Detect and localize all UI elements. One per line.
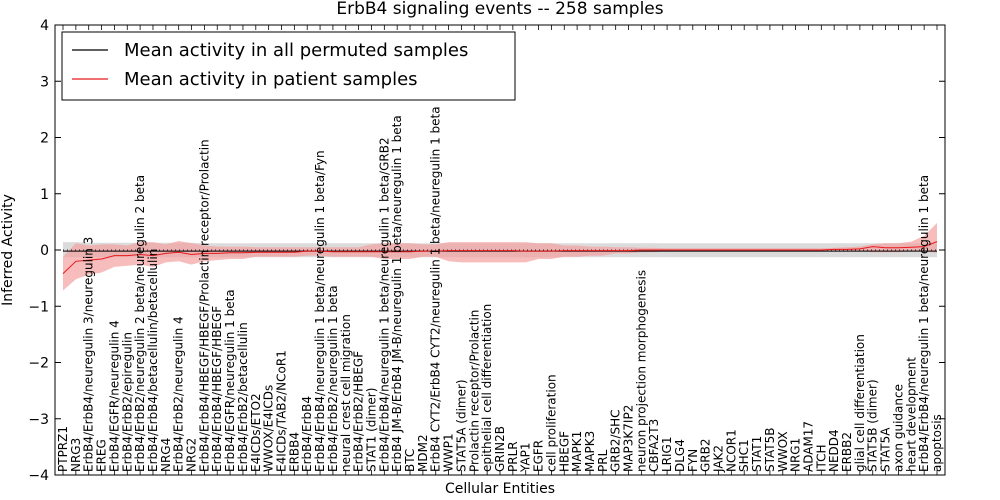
x-tick-label: glial cell differentiation — [853, 334, 867, 472]
x-tick-label: WWOX/E4ICDs — [262, 385, 276, 472]
y-tick-label: 2 — [40, 131, 49, 147]
x-tick-label: epithelial cell differentiation — [480, 304, 494, 472]
x-tick-label: CBFA2T3 — [647, 419, 661, 472]
x-tick-label: YAP1 — [519, 443, 533, 473]
x-tick-label: ErbB4/ErbB2/neuregulin 1 beta — [326, 285, 340, 472]
x-tick-label: NRG4 — [159, 438, 173, 472]
x-tick-label: ErbB4/ErbB4/HBEGF/HBEGF/Prolactin recept… — [197, 139, 211, 472]
x-tick-label: PRL — [596, 449, 610, 472]
x-tick-label: neural crest cell migration — [339, 314, 353, 472]
x-tick-label: STAT1 — [750, 436, 764, 472]
y-tick-label: −4 — [28, 468, 49, 484]
x-tick-label: ErbB4/ErbB4/betacellulin/betacellulin — [146, 249, 160, 472]
x-tick-label: ErbB4/ErbB4/neuregulin 1 beta/neuregulin… — [313, 150, 327, 472]
x-tick-label: ErbB4/ErbB4/neuregulin 1 beta/neuregulin… — [917, 175, 931, 472]
x-tick-label: PRLR — [506, 441, 520, 472]
x-tick-label: NRG1 — [789, 438, 803, 472]
x-tick-label: BTC — [403, 449, 417, 472]
x-tick-label: STAT5A — [879, 427, 893, 472]
x-tick-label: DLG4 — [673, 439, 687, 472]
x-tick-label: GRB2 — [699, 438, 713, 472]
x-tick-label: E4ICDs/ETO2 — [249, 393, 263, 472]
x-tick-label: NCOR1 — [724, 429, 738, 472]
x-tick-label: cell proliferation — [544, 374, 558, 472]
x-tick-label: neuron projection morphogenesis — [634, 270, 648, 472]
x-tick-label: ErbB4/ErbB2/HBEGF — [352, 351, 366, 472]
y-tick-label: −3 — [28, 412, 49, 428]
x-tick-label: GRIN2B — [493, 426, 507, 472]
x-tick-label: ErbB4/ErbB2/neuregulin 4 — [172, 316, 186, 472]
x-tick-label: Prolactin receptor/Prolactin — [467, 310, 481, 472]
x-tick-label: ErbB4/ErbB2/epiregulin — [120, 332, 134, 472]
x-tick-label: ErbB4/ErbB4/HBEGF/HBEGF — [210, 306, 224, 472]
patient-mean-line — [62, 241, 938, 274]
x-tick-label: EGFR — [532, 440, 546, 472]
x-tick-label: ERBB2 — [840, 432, 854, 472]
x-tick-label: WWOX — [776, 431, 790, 472]
y-tick-label: −1 — [28, 299, 49, 315]
x-tick-label: PTPRZ1 — [56, 426, 70, 472]
x-tick-label: WWP1 — [442, 433, 456, 472]
y-tick-label: 0 — [40, 243, 49, 259]
x-tick-label: MDM2 — [416, 434, 430, 472]
x-tick-label: STAT5B (dimer) — [866, 379, 880, 472]
x-tick-label: NRG2 — [185, 438, 199, 472]
x-tick-label: ErbB4/ErbB4 — [300, 396, 314, 472]
x-tick-label: apoptosis — [930, 414, 944, 472]
chart-title: ErbB4 signaling events -- 258 samples — [336, 0, 663, 19]
x-tick-label: MAP3K7IP2 — [622, 405, 636, 472]
x-tick-label: ErbB4/EGFR/neuregulin 4 — [107, 320, 121, 472]
x-tick-label: ERBB4 — [287, 432, 301, 472]
x-tick-label: ErbB4/ErbB2/neuregulin 2 beta/neuregulin… — [133, 175, 147, 472]
legend: Mean activity in all permuted samples Mea… — [61, 31, 516, 101]
legend-label: Mean activity in patient samples — [124, 69, 418, 90]
x-tick-label: JAK2 — [712, 445, 726, 473]
x-tick-label: heart development — [904, 357, 918, 472]
x-tick-label: ErbB4/ErbB2/betacellulin — [236, 322, 250, 472]
x-tick-label: MAPK3 — [583, 431, 597, 472]
x-tick-label: ErbB4 JM-B/ErbB4 JM-B/neuregulin 1 beta/… — [390, 115, 404, 472]
x-tick-label: NRG3 — [69, 438, 83, 472]
x-tick-label: axon guidance — [891, 384, 905, 472]
x-tick-label: STAT5B — [763, 428, 777, 473]
x-tick-label: NEDD4 — [827, 429, 841, 472]
x-tick-label: STAT5A (dimer) — [454, 379, 468, 472]
y-axis-label: Inferred Activity — [0, 194, 16, 306]
patient-band — [63, 223, 937, 291]
x-tick-label: SHC1 — [737, 439, 751, 472]
x-tick-label: FYN — [686, 449, 700, 472]
x-tick-label: STAT1 (dimer) — [364, 388, 378, 472]
y-tick-label: −2 — [28, 356, 49, 372]
x-tick-label: GRB2/SHC — [609, 409, 623, 472]
legend-label: Mean activity in all permuted samples — [124, 40, 468, 61]
y-tick-label: 4 — [40, 18, 49, 34]
legend-box — [61, 31, 516, 101]
x-tick-label: EREG — [95, 439, 109, 472]
x-tick-label: ErbB4 CYT2/ErbB4 CYT2/neuregulin 1 beta/… — [429, 106, 443, 472]
x-tick-label: ErbB4/EGFR/neuregulin 1 beta — [223, 289, 237, 472]
x-tick-label: E4ICDs/TAB2/NCoR1 — [275, 350, 289, 472]
x-tick-label: MAPK1 — [570, 431, 584, 472]
x-axis-label: Cellular Entities — [445, 481, 555, 497]
x-tick-label: ErbB4/ErbB4/neuregulin 1 beta/neuregulin… — [377, 137, 391, 472]
y-tick-label: 1 — [40, 187, 49, 203]
y-tick-label: 3 — [40, 74, 49, 90]
x-tick-label: ITCH — [814, 444, 828, 472]
x-tick-label: ADAM17 — [801, 421, 815, 472]
x-tick-label: HBEGF — [557, 431, 571, 472]
x-tick-label: LRIG1 — [660, 437, 674, 473]
x-tick-label: ErbB4/ErbB4/neuregulin 3/neuregulin 3 — [82, 237, 96, 472]
